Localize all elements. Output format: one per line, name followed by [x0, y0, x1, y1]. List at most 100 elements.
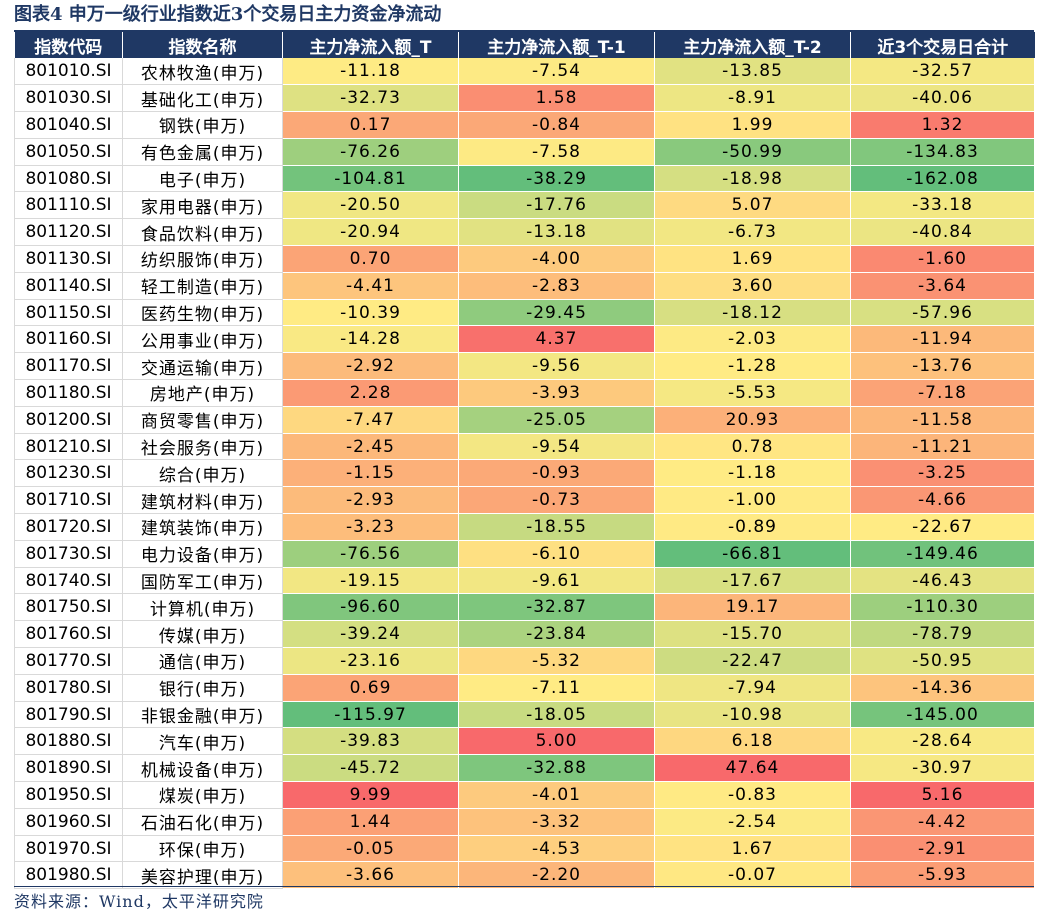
cell-name: 美容护理(申万)	[122, 861, 283, 890]
cell-code: 801980.SI	[14, 861, 123, 890]
cell-name: 国防军工(申万)	[122, 567, 283, 595]
cell-code: 801950.SI	[14, 781, 123, 809]
cell-name: 综合(申万)	[122, 459, 283, 488]
cell-t: -4.41	[282, 272, 459, 300]
cell-t1: -5.32	[458, 647, 655, 675]
cell-t: 9.99	[282, 781, 459, 809]
cell-t1: -4.00	[458, 245, 655, 273]
cell-name: 建筑装饰(申万)	[122, 513, 283, 541]
cell-sum: 5.16	[850, 781, 1035, 809]
cell-sum: -46.43	[850, 567, 1035, 595]
cell-code: 801120.SI	[14, 218, 123, 247]
table-row: 801730.SI 电力设备(申万) -76.56 -6.10 -66.81 -149.4…	[14, 540, 1035, 568]
cell-t2: -66.81	[654, 540, 851, 568]
fund-flow-table: 指数代码 指数名称 主力净流入额_T 主力净流入额_T-1 主力净流入额_T-2…	[14, 32, 1035, 890]
cell-code: 801140.SI	[14, 272, 123, 300]
cell-name: 房地产(申万)	[122, 379, 283, 407]
cell-name: 有色金属(申万)	[122, 138, 283, 166]
cell-sum: -145.00	[850, 701, 1035, 729]
cell-t2: 5.07	[654, 191, 851, 220]
cell-t2: -1.28	[654, 352, 851, 381]
table-row: 801740.SI 国防军工(申万) -19.15 -9.61 -17.67 -46.43	[14, 567, 1035, 595]
cell-t2: 0.78	[654, 433, 851, 461]
cell-t2: -7.94	[654, 674, 851, 702]
header-code: 指数代码	[14, 32, 123, 58]
cell-t1: -25.05	[458, 406, 655, 434]
cell-t2: 3.60	[654, 272, 851, 300]
cell-code: 801200.SI	[14, 406, 123, 434]
cell-code: 801890.SI	[14, 754, 123, 783]
cell-name: 机械设备(申万)	[122, 754, 283, 783]
cell-name: 社会服务(申万)	[122, 433, 283, 461]
cell-t2: -1.18	[654, 459, 851, 488]
cell-code: 801730.SI	[14, 540, 123, 568]
table-header: 指数代码 指数名称 主力净流入额_T 主力净流入额_T-1 主力净流入额_T-2…	[14, 32, 1035, 58]
cell-t2: -15.70	[654, 620, 851, 649]
cell-sum: -40.84	[850, 218, 1035, 247]
cell-code: 801790.SI	[14, 701, 123, 729]
table-row: 801130.SI 纺织服饰(申万) 0.70 -4.00 1.69 -1.60	[14, 245, 1035, 273]
cell-name: 家用电器(申万)	[122, 191, 283, 220]
table-body: 801010.SI 农林牧渔(申万) -11.18 -7.54 -13.85 -32.57…	[14, 58, 1035, 890]
figure-title: 图表4 申万一级行业指数近3个交易日主力资金净流动	[14, 4, 442, 25]
cell-sum: -32.57	[850, 58, 1035, 86]
cell-t2: 20.93	[654, 406, 851, 434]
cell-code: 801710.SI	[14, 486, 123, 515]
table-row: 801180.SI 房地产(申万) 2.28 -3.93 -5.53 -7.18	[14, 379, 1035, 407]
table-row: 801170.SI 交通运输(申万) -2.92 -9.56 -1.28 -13.76	[14, 352, 1035, 381]
cell-sum: -50.95	[850, 647, 1035, 675]
cell-t2: 19.17	[654, 593, 851, 622]
cell-t: -39.83	[282, 727, 459, 756]
cell-t: -3.66	[282, 861, 459, 890]
cell-name: 公用事业(申万)	[122, 325, 283, 354]
cell-t: -2.92	[282, 352, 459, 381]
cell-t: 0.69	[282, 674, 459, 702]
cell-code: 801180.SI	[14, 379, 123, 407]
cell-name: 纺织服饰(申万)	[122, 245, 283, 273]
cell-name: 轻工制造(申万)	[122, 272, 283, 300]
cell-t1: -0.93	[458, 459, 655, 488]
cell-t1: -9.56	[458, 352, 655, 381]
cell-sum: -4.42	[850, 808, 1035, 836]
cell-t2: -2.54	[654, 808, 851, 836]
cell-t: -3.23	[282, 513, 459, 541]
cell-sum: -2.91	[850, 835, 1035, 863]
cell-t1: -7.11	[458, 674, 655, 702]
cell-t: -76.56	[282, 540, 459, 568]
cell-code: 801230.SI	[14, 459, 123, 488]
cell-t: -20.50	[282, 191, 459, 220]
cell-t2: -2.03	[654, 325, 851, 354]
cell-t: -104.81	[282, 165, 459, 193]
cell-t2: 1.99	[654, 111, 851, 139]
table-row: 801720.SI 建筑装饰(申万) -3.23 -18.55 -0.89 -22.67	[14, 513, 1035, 541]
cell-t1: -9.54	[458, 433, 655, 461]
cell-name: 电力设备(申万)	[122, 540, 283, 568]
cell-t1: 5.00	[458, 727, 655, 756]
table-row: 801780.SI 银行(申万) 0.69 -7.11 -7.94 -14.36	[14, 674, 1035, 702]
cell-t: -76.26	[282, 138, 459, 166]
cell-code: 801780.SI	[14, 674, 123, 702]
cell-t1: -7.54	[458, 58, 655, 86]
cell-name: 交通运输(申万)	[122, 352, 283, 381]
cell-t1: -0.73	[458, 486, 655, 515]
cell-code: 801150.SI	[14, 299, 123, 327]
cell-code: 801770.SI	[14, 647, 123, 675]
cell-t1: -7.58	[458, 138, 655, 166]
cell-sum: 1.32	[850, 111, 1035, 139]
cell-code: 801110.SI	[14, 191, 123, 220]
cell-code: 801210.SI	[14, 433, 123, 461]
cell-t: -45.72	[282, 754, 459, 783]
cell-t1: 1.58	[458, 84, 655, 113]
cell-code: 801040.SI	[14, 111, 123, 139]
cell-sum: -40.06	[850, 84, 1035, 113]
cell-code: 801960.SI	[14, 808, 123, 836]
cell-t2: -17.67	[654, 567, 851, 595]
cell-t1: -29.45	[458, 299, 655, 327]
cell-t2: 6.18	[654, 727, 851, 756]
cell-t1: -17.76	[458, 191, 655, 220]
cell-code: 801130.SI	[14, 245, 123, 273]
cell-name: 石油石化(申万)	[122, 808, 283, 836]
cell-t: -96.60	[282, 593, 459, 622]
cell-t1: -23.84	[458, 620, 655, 649]
cell-t: -10.39	[282, 299, 459, 327]
